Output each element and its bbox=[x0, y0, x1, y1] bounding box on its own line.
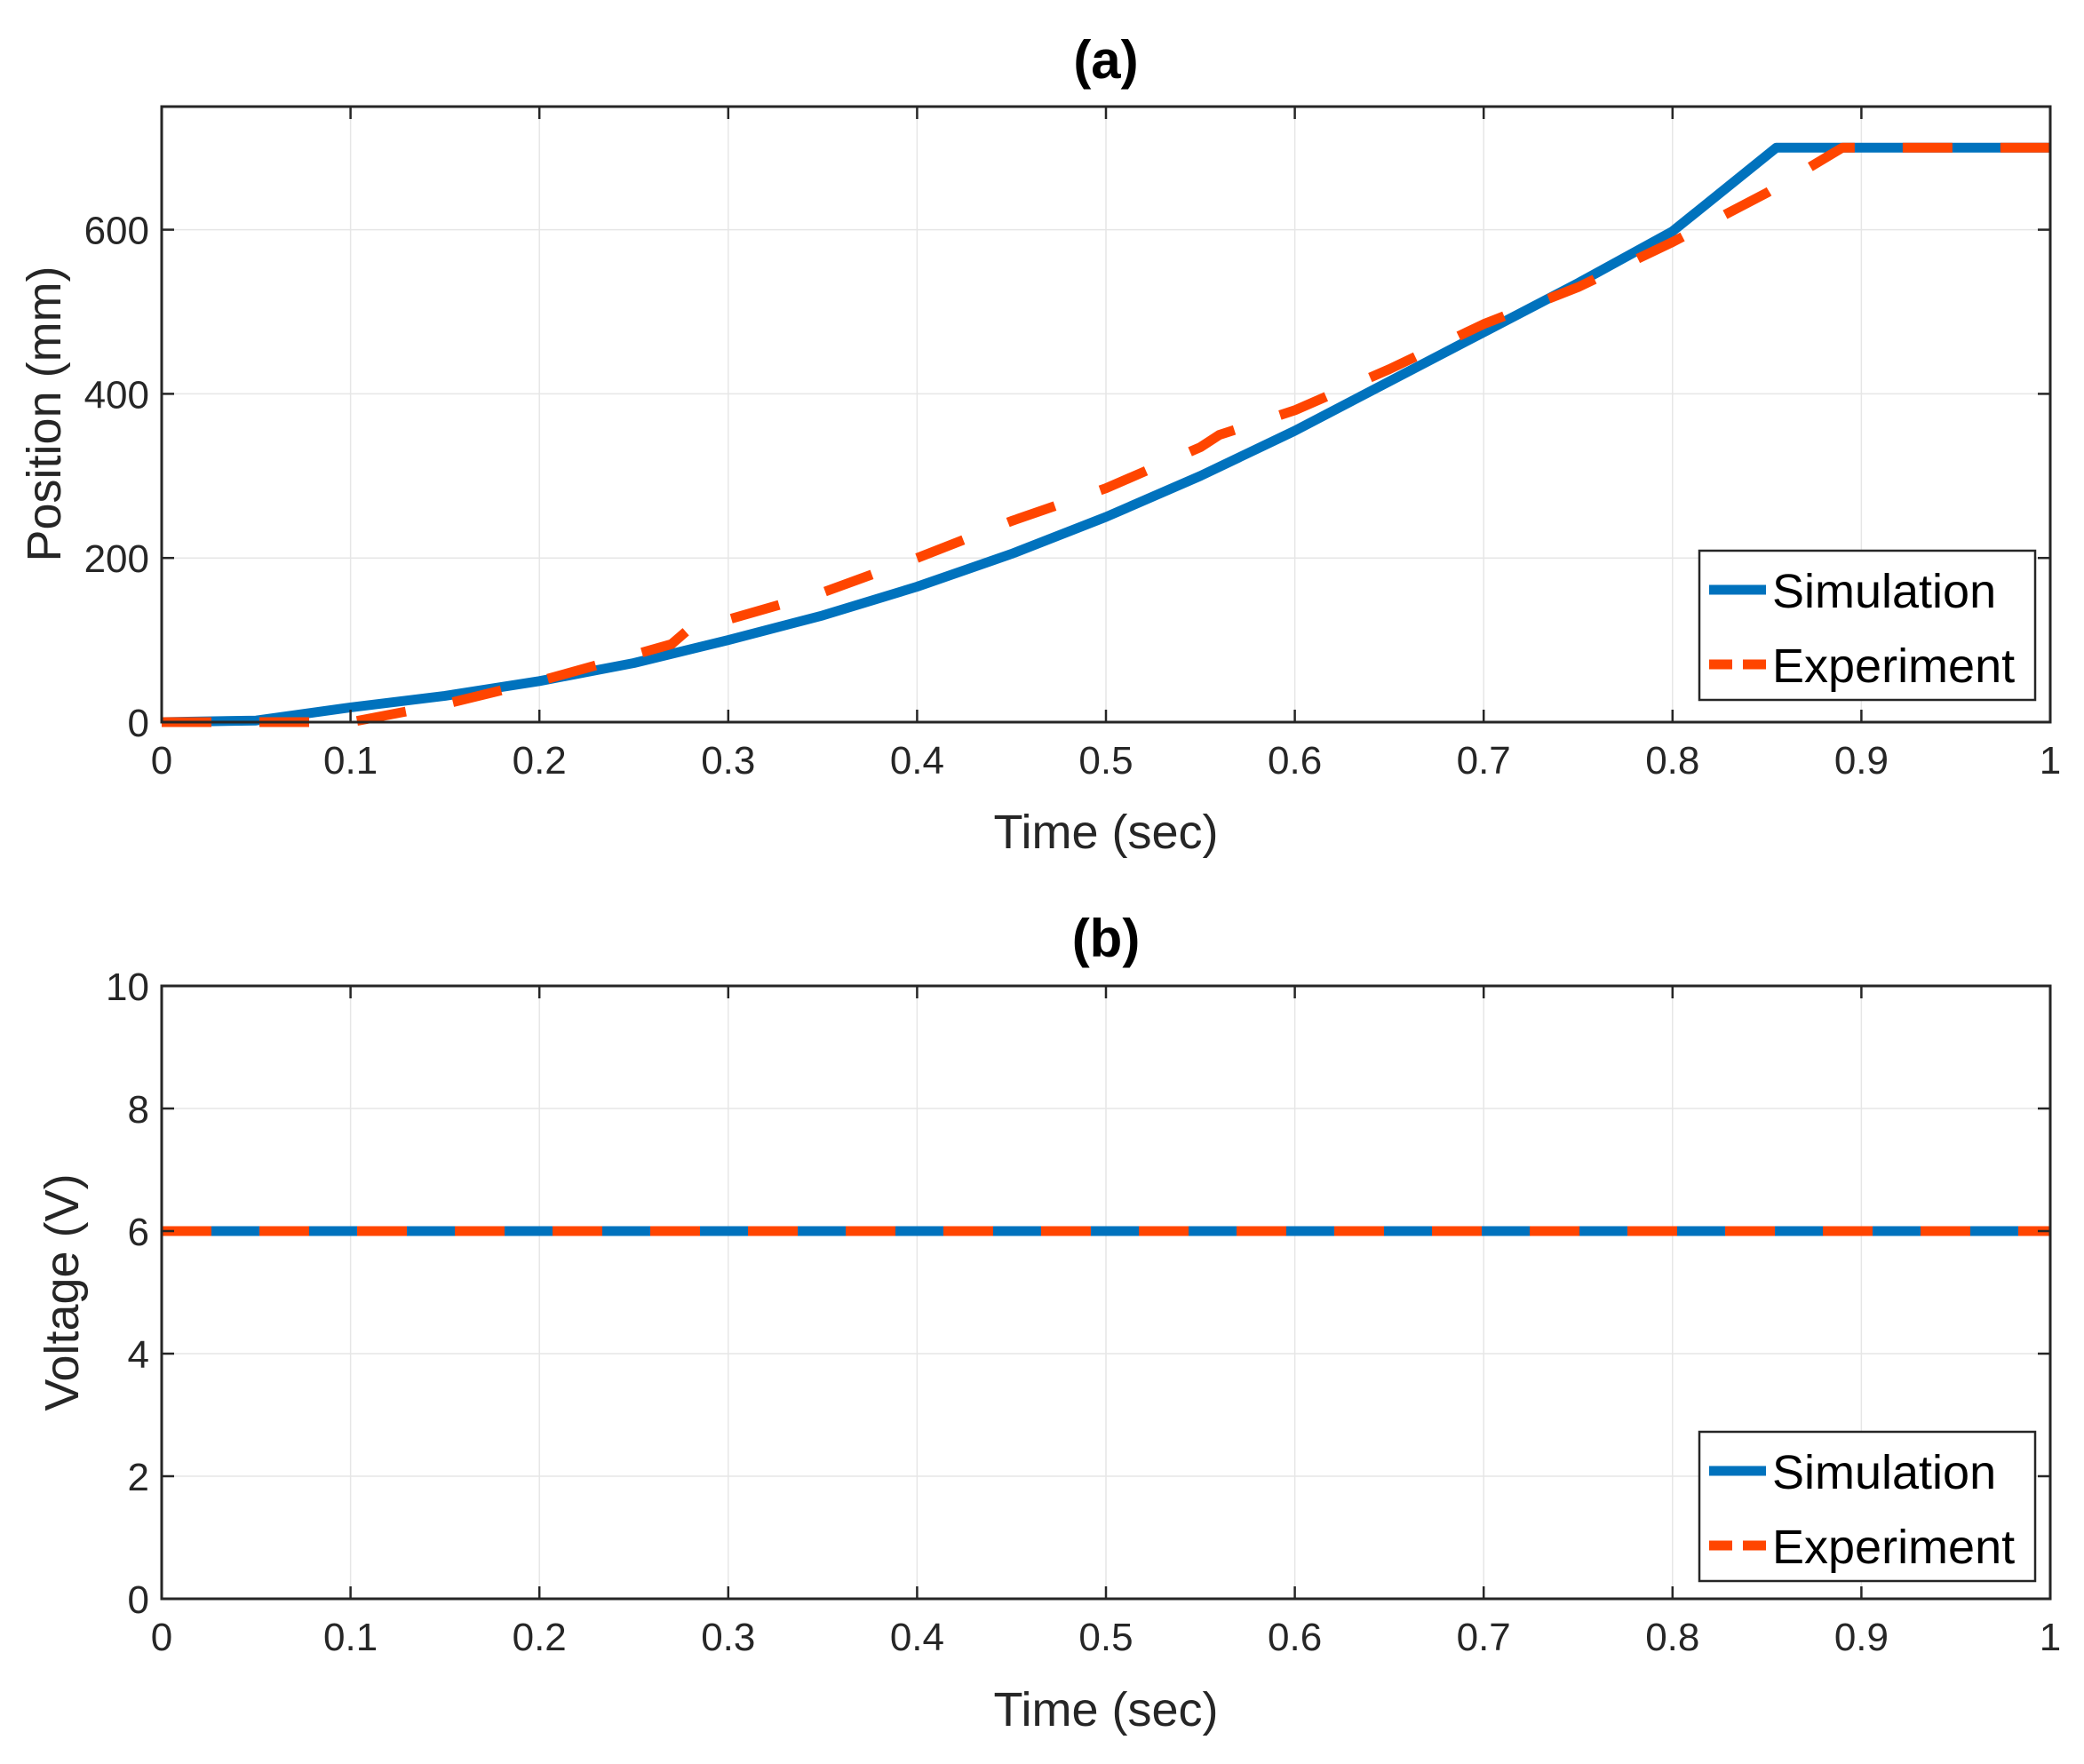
y-tick-label: 8 bbox=[128, 1088, 149, 1132]
x-tick-label: 0.1 bbox=[323, 739, 378, 783]
legend-label-experiment: Experiment bbox=[1772, 640, 2015, 693]
legend-box bbox=[1698, 1430, 2037, 1583]
legend-box bbox=[1698, 549, 2037, 702]
x-tick-label: 0.8 bbox=[1645, 1616, 1699, 1659]
legend: Simulation Experiment bbox=[1698, 549, 2037, 702]
chart-panel-b: (b) 0 0.1 0.2 0.3 0.4 0.5 0.6 0.7 0.8 0.9 10246810… bbox=[36, 909, 2061, 1736]
x-tick-label: 1 bbox=[2040, 739, 2061, 783]
x-tick-label: 0.7 bbox=[1457, 1616, 1511, 1659]
chart-title: (a) bbox=[1073, 30, 1138, 90]
legend: Simulation Experiment bbox=[1698, 1430, 2037, 1583]
y-axis-label: Voltage (V) bbox=[36, 1173, 89, 1410]
y-tick-label: 10 bbox=[106, 965, 149, 1009]
legend-label-simulation: Simulation bbox=[1772, 1446, 1996, 1499]
series-line-simulation bbox=[161, 142, 2050, 727]
x-tick-label: 0.9 bbox=[1834, 1616, 1889, 1659]
y-tick-label: 400 bbox=[84, 373, 149, 417]
y-tick-label: 200 bbox=[84, 537, 149, 581]
x-tick-label: 0 bbox=[151, 1616, 172, 1659]
x-tick-label: 0.3 bbox=[701, 739, 755, 783]
chart-title: (b) bbox=[1072, 909, 1141, 968]
x-tick-label: 1 bbox=[2040, 1616, 2061, 1659]
legend-label-experiment: Experiment bbox=[1772, 1521, 2015, 1574]
x-tick-label: 0.4 bbox=[890, 739, 944, 783]
y-tick-label: 0 bbox=[128, 702, 149, 745]
series-layer bbox=[161, 142, 2050, 727]
x-tick-label: 0.6 bbox=[1268, 1616, 1322, 1659]
y-tick-label: 2 bbox=[128, 1456, 149, 1499]
ticks: 0 0.1 0.2 0.3 0.4 0.5 0.6 0.7 0.8 0.9 1 0 200 400 600 bbox=[84, 107, 2061, 783]
x-tick-label: 0.3 bbox=[701, 1616, 755, 1659]
x-tick-label: 0.1 bbox=[323, 1616, 378, 1659]
x-tick-label: 0.2 bbox=[513, 739, 567, 783]
legend-label-simulation: Simulation bbox=[1772, 565, 1996, 618]
x-tick-label: 0.6 bbox=[1268, 739, 1322, 783]
y-axis-label: Position (mm) bbox=[18, 266, 71, 561]
y-tick-label: 600 bbox=[84, 210, 149, 253]
x-tick-label: 0.5 bbox=[1078, 739, 1133, 783]
chart-panel-a: (a) 0 0.1 0.2 0.3 0.4 0.5 0.6 0.7 0.8 0.9 1 0 200 400… bbox=[18, 30, 2061, 859]
y-tick-label: 0 bbox=[128, 1578, 149, 1622]
y-tick-label: 6 bbox=[128, 1211, 149, 1254]
x-axis-label: Time (sec) bbox=[994, 1683, 1219, 1736]
x-tick-label: 0.2 bbox=[513, 1616, 567, 1659]
x-tick-label: 0.9 bbox=[1834, 739, 1889, 783]
x-tick-label: 0.5 bbox=[1078, 1616, 1133, 1659]
x-tick-label: 0.4 bbox=[890, 1616, 944, 1659]
x-axis-label: Time (sec) bbox=[994, 806, 1219, 859]
x-tick-label: 0.7 bbox=[1457, 739, 1511, 783]
y-tick-label: 4 bbox=[128, 1333, 149, 1377]
x-tick-label: 0.8 bbox=[1645, 739, 1699, 783]
x-tick-label: 0 bbox=[151, 739, 172, 783]
